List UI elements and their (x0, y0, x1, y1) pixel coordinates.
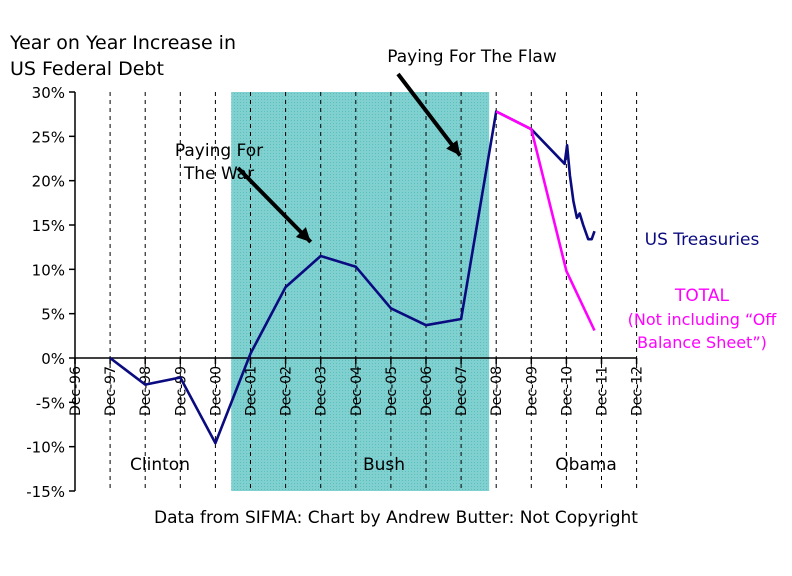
x-tick-label: Dec-96 (68, 366, 84, 416)
x-tick-label: Dec-04 (349, 366, 365, 416)
y-tick-label: 0% (41, 350, 65, 368)
bush-era-shaded-region (231, 92, 490, 491)
x-axis-ticks: Dec-96 Dec-97 Dec-98 Dec-99 Dec-00 Dec-01 Dec-… (68, 358, 646, 416)
legend-total-line-2: (Not including “Off (628, 310, 778, 329)
y-axis-ticks: 30% 25% 20% 15% 10% 5% 0% -5% -10% -15% (26, 84, 75, 501)
y-tick-label: -15% (26, 483, 65, 501)
x-tick-label: Dec-00 (208, 366, 224, 416)
x-tick-label: Dec-05 (384, 366, 400, 416)
x-tick-label: Dec-08 (489, 366, 505, 416)
legend-total-line-3: Balance Sheet”) (637, 333, 767, 352)
annotation-war-line-1: Paying For (175, 141, 263, 161)
arrow-paying-for-flaw (396, 72, 462, 157)
y-tick-label: 25% (32, 128, 65, 146)
chart-footer-credit: Data from SIFMA: Chart by Andrew Butter:… (154, 508, 638, 528)
era-label-bush: Bush (363, 455, 405, 475)
x-tick-label: Dec-11 (595, 366, 611, 416)
x-tick-label: Dec-98 (138, 366, 154, 416)
annotation-war-line-2: The War (183, 164, 254, 184)
annotation-arrows (236, 72, 462, 244)
x-tick-label: Dec-02 (279, 366, 295, 416)
y-tick-label: 15% (32, 217, 65, 235)
x-tick-label: Dec-03 (314, 366, 330, 416)
y-tick-label: -5% (36, 394, 65, 412)
y-tick-label: 20% (32, 173, 65, 191)
x-tick-label: Dec-97 (103, 366, 119, 416)
legend-us-treasuries: US Treasuries (645, 230, 760, 250)
chart-title-line-2: US Federal Debt (10, 58, 164, 80)
chart-title: Year on Year Increase in US Federal Debt (10, 30, 236, 82)
era-label-obama: Obama (555, 455, 617, 475)
annotation-flaw: Paying For The Flaw (387, 47, 557, 67)
y-tick-label: 5% (41, 306, 65, 324)
series-line-total (495, 110, 596, 332)
y-tick-label: -10% (26, 439, 65, 457)
x-tick-label: Dec-06 (419, 366, 435, 416)
chart-title-line-1: Year on Year Increase in (10, 32, 237, 54)
vertical-gridlines (109, 92, 638, 491)
x-tick-label: Dec-10 (559, 366, 575, 416)
x-tick-label: Dec-01 (244, 366, 260, 416)
y-tick-label: 30% (32, 84, 65, 102)
arrow-paying-for-war (236, 166, 313, 244)
x-tick-label: Dec-07 (454, 366, 470, 416)
legend-total-line-1: TOTAL (674, 286, 729, 306)
series-lines (109, 110, 596, 445)
era-label-clinton: Clinton (130, 455, 190, 475)
x-tick-label: Dec-12 (630, 366, 646, 416)
x-tick-label: Dec-09 (524, 366, 540, 416)
y-tick-label: 10% (32, 261, 65, 279)
